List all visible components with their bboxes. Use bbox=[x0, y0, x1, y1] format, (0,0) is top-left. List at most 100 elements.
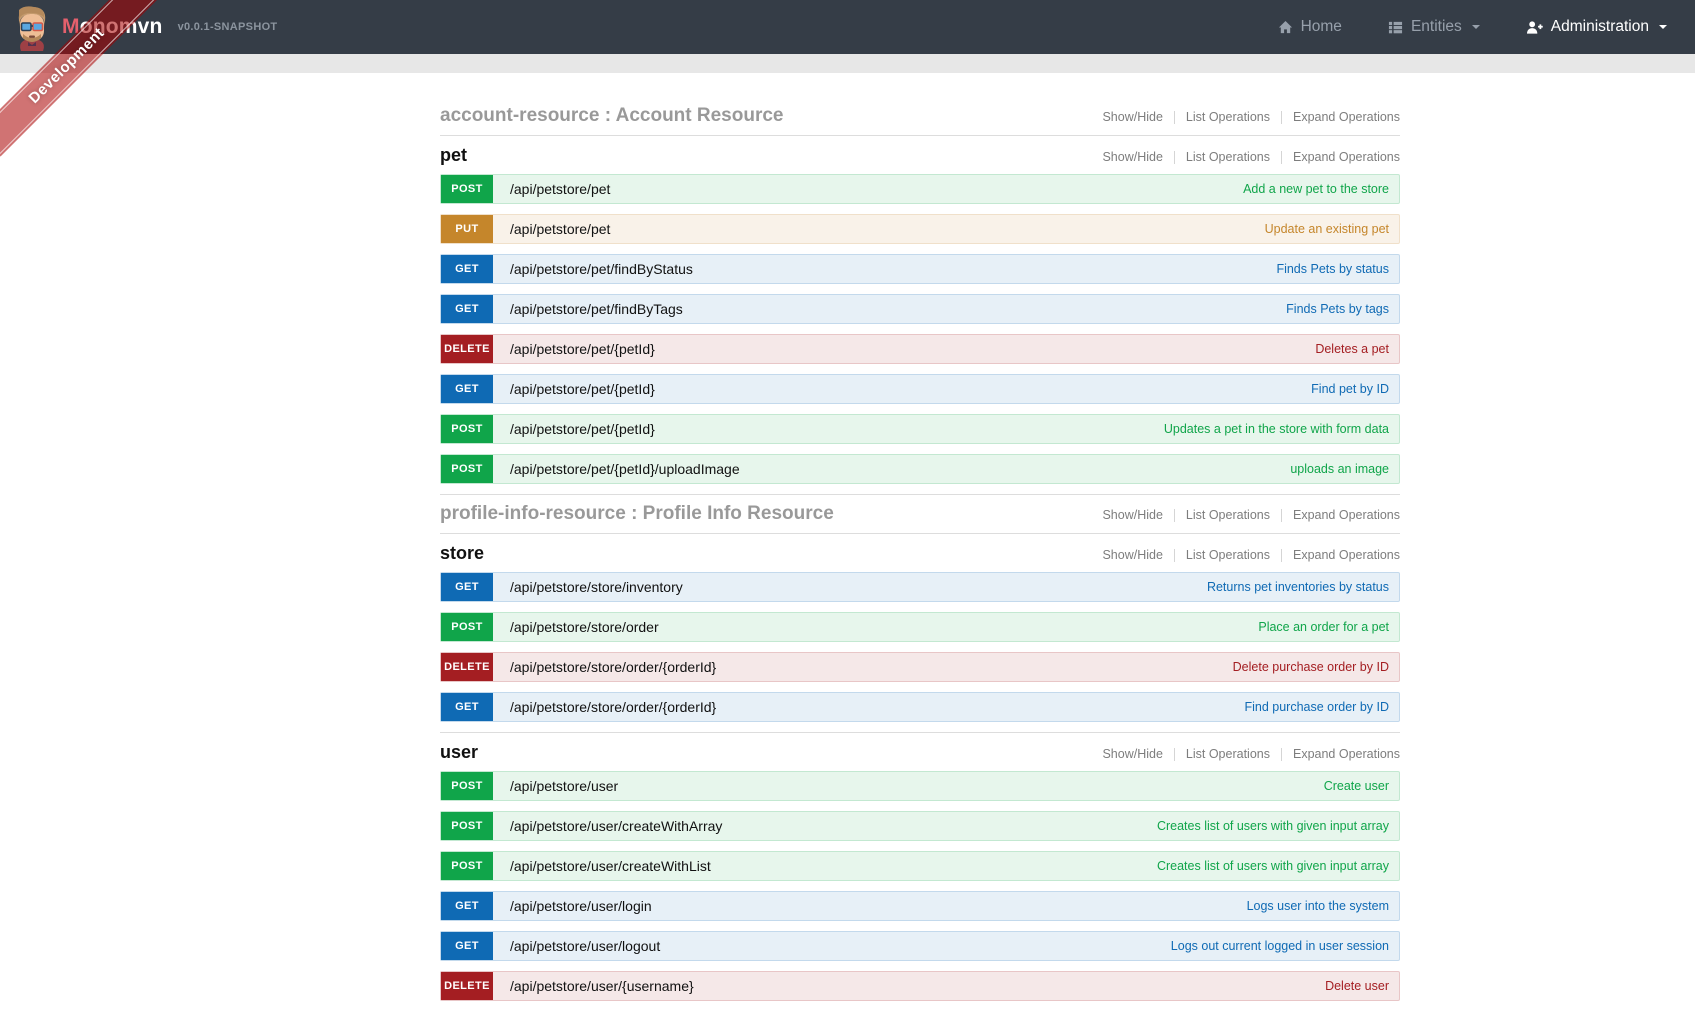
resource-controls: Show/Hide List Operations Expand Operation… bbox=[1091, 549, 1400, 562]
operation-path-link[interactable]: /api/petstore/pet/findByTags bbox=[510, 301, 683, 317]
http-method-badge: GET bbox=[441, 693, 493, 721]
operation-row[interactable]: POST /api/petstore/pet Add a new pet to … bbox=[440, 174, 1400, 204]
api-resource-section: pet Show/Hide List Operations Expand Opera… bbox=[440, 136, 1400, 495]
control-list-operations[interactable]: List Operations bbox=[1173, 748, 1281, 761]
operation-row[interactable]: PUT /api/petstore/pet Update an existing… bbox=[440, 214, 1400, 244]
control-show-hide[interactable]: Show/Hide bbox=[1102, 110, 1163, 124]
resource-heading: store Show/Hide List Operations Expand Ope… bbox=[440, 534, 1400, 572]
nav-item-administration[interactable]: Administration bbox=[1526, 18, 1667, 36]
operation-row[interactable]: POST /api/petstore/user/createWithArray … bbox=[440, 811, 1400, 841]
resource-title-link[interactable]: profile-info-resource : Profile Info Res… bbox=[440, 503, 834, 524]
resource-title-link[interactable]: account-resource : Account Resource bbox=[440, 105, 784, 126]
control-expand-operations[interactable]: Expand Operations bbox=[1280, 111, 1400, 124]
operation-row[interactable]: GET /api/petstore/user/login Logs user i… bbox=[440, 891, 1400, 921]
operation-path-link[interactable]: /api/petstore/user/logout bbox=[510, 938, 661, 954]
control-show-hide[interactable]: Show/Hide bbox=[1102, 548, 1163, 562]
operation-row[interactable]: GET /api/petstore/pet/findByStatus Finds… bbox=[440, 254, 1400, 284]
jhipster-avatar-logo bbox=[18, 6, 46, 51]
resource-title-link[interactable]: pet bbox=[440, 145, 467, 165]
control-expand-operations[interactable]: Expand Operations bbox=[1280, 549, 1400, 562]
navbar: Monomvn v0.0.1-SNAPSHOT Home Entities bbox=[0, 0, 1695, 54]
control-expand-operations[interactable]: Expand Operations bbox=[1280, 151, 1400, 164]
operation-path-link[interactable]: /api/petstore/user/login bbox=[510, 898, 652, 914]
http-method-badge: POST bbox=[441, 772, 493, 800]
operation-row[interactable]: GET /api/petstore/pet/findByTags Finds P… bbox=[440, 294, 1400, 324]
api-resource-section: account-resource : Account Resource Show… bbox=[440, 97, 1400, 136]
swagger-container: account-resource : Account Resource Show… bbox=[440, 73, 1400, 1001]
operation-summary: uploads an image bbox=[1290, 462, 1389, 476]
operation-path-link[interactable]: /api/petstore/pet bbox=[510, 221, 611, 237]
resource-controls: Show/Hide List Operations Expand Operation… bbox=[1091, 748, 1400, 761]
operation-path-link[interactable]: /api/petstore/pet/{petId} bbox=[510, 381, 655, 397]
sub-header-bar bbox=[0, 54, 1695, 73]
chevron-down-icon bbox=[1659, 25, 1667, 29]
control-list-operations[interactable]: List Operations bbox=[1173, 509, 1281, 522]
control-list-operations[interactable]: List Operations bbox=[1173, 111, 1281, 124]
operation-summary: Logs out current logged in user session bbox=[1170, 939, 1389, 953]
operation-row[interactable]: GET /api/petstore/store/order/{orderId} … bbox=[440, 692, 1400, 722]
operation-path-link[interactable]: /api/petstore/store/order/{orderId} bbox=[510, 699, 717, 715]
control-list-operations[interactable]: List Operations bbox=[1173, 151, 1281, 164]
operations-list: GET /api/petstore/store/inventory Return… bbox=[440, 572, 1400, 722]
operation-row[interactable]: POST /api/petstore/pet/{petId}/uploadIma… bbox=[440, 454, 1400, 484]
resource-title-link[interactable]: store bbox=[440, 543, 485, 563]
operation-path-link[interactable]: /api/petstore/pet/{petId} bbox=[510, 421, 655, 437]
operation-row[interactable]: GET /api/petstore/user/logout Logs out c… bbox=[440, 931, 1400, 961]
resource-heading: account-resource : Account Resource Show… bbox=[440, 97, 1400, 135]
operation-summary: Delete purchase order by ID bbox=[1232, 660, 1389, 674]
http-method-badge: DELETE bbox=[441, 972, 493, 1000]
control-show-hide[interactable]: Show/Hide bbox=[1102, 747, 1163, 761]
operation-path-link[interactable]: /api/petstore/user/createWithArray bbox=[510, 818, 723, 834]
operation-path-link[interactable]: /api/petstore/user/{username} bbox=[510, 978, 694, 994]
api-resource-section: profile-info-resource : Profile Info Res… bbox=[440, 495, 1400, 534]
http-method-badge: POST bbox=[441, 812, 493, 840]
operation-path-link[interactable]: /api/petstore/pet/{petId} bbox=[510, 341, 655, 357]
operation-row[interactable]: DELETE /api/petstore/store/order/{orderI… bbox=[440, 652, 1400, 682]
control-list-operations[interactable]: List Operations bbox=[1173, 549, 1281, 562]
home-icon bbox=[1278, 20, 1292, 33]
nav-item-label: Administration bbox=[1550, 18, 1649, 35]
resource-title-link[interactable]: user bbox=[440, 742, 479, 762]
nav-item-home[interactable]: Home bbox=[1278, 18, 1342, 36]
nav-item-entities[interactable]: Entities bbox=[1388, 18, 1480, 36]
operation-path-link[interactable]: /api/petstore/pet/{petId}/uploadImage bbox=[510, 461, 740, 477]
resource-controls: Show/Hide List Operations Expand Operation… bbox=[1091, 111, 1400, 124]
operation-row[interactable]: POST /api/petstore/user/createWithList C… bbox=[440, 851, 1400, 881]
operation-summary: Updates a pet in the store with form dat… bbox=[1163, 422, 1389, 436]
operation-row[interactable]: POST /api/petstore/store/order Place an … bbox=[440, 612, 1400, 642]
operation-row[interactable]: GET /api/petstore/store/inventory Return… bbox=[440, 572, 1400, 602]
brand[interactable]: Monomvn v0.0.1-SNAPSHOT bbox=[10, 1, 277, 53]
operation-path-link[interactable]: /api/petstore/user bbox=[510, 778, 619, 794]
operation-summary: Creates list of users with given input a… bbox=[1156, 819, 1389, 833]
http-method-badge: GET bbox=[441, 375, 493, 403]
operation-path-link[interactable]: /api/petstore/pet bbox=[510, 181, 611, 197]
control-expand-operations[interactable]: Expand Operations bbox=[1280, 748, 1400, 761]
operation-path-link[interactable]: /api/petstore/store/order/{orderId} bbox=[510, 659, 717, 675]
brand-rest: onomvn bbox=[79, 15, 163, 38]
list-icon bbox=[1388, 21, 1402, 33]
http-method-badge: POST bbox=[441, 852, 493, 880]
brand-title: Monomvn bbox=[62, 15, 163, 39]
operation-summary: Returns pet inventories by status bbox=[1206, 580, 1389, 594]
operation-summary: Delete user bbox=[1325, 979, 1389, 993]
operation-path-link[interactable]: /api/petstore/pet/findByStatus bbox=[510, 261, 693, 277]
operation-row[interactable]: GET /api/petstore/pet/{petId} Find pet b… bbox=[440, 374, 1400, 404]
control-show-hide[interactable]: Show/Hide bbox=[1102, 508, 1163, 522]
control-show-hide[interactable]: Show/Hide bbox=[1102, 150, 1163, 164]
api-resource-section: store Show/Hide List Operations Expand Ope… bbox=[440, 534, 1400, 733]
operation-path-link[interactable]: /api/petstore/store/order bbox=[510, 619, 659, 635]
http-method-badge: GET bbox=[441, 255, 493, 283]
operation-row[interactable]: DELETE /api/petstore/pet/{petId} Deletes… bbox=[440, 334, 1400, 364]
operation-summary: Add a new pet to the store bbox=[1243, 182, 1389, 196]
operation-summary: Finds Pets by status bbox=[1276, 262, 1389, 276]
http-method-badge: DELETE bbox=[441, 653, 493, 681]
operation-summary: Place an order for a pet bbox=[1258, 620, 1389, 634]
operations-list: POST /api/petstore/user Create user POST… bbox=[440, 771, 1400, 1001]
operation-path-link[interactable]: /api/petstore/user/createWithList bbox=[510, 858, 711, 874]
control-expand-operations[interactable]: Expand Operations bbox=[1280, 509, 1400, 522]
operation-row[interactable]: POST /api/petstore/user Create user bbox=[440, 771, 1400, 801]
operation-path-link[interactable]: /api/petstore/store/inventory bbox=[510, 579, 683, 595]
operation-row[interactable]: POST /api/petstore/pet/{petId} Updates a… bbox=[440, 414, 1400, 444]
operation-row[interactable]: DELETE /api/petstore/user/{username} Del… bbox=[440, 971, 1400, 1001]
